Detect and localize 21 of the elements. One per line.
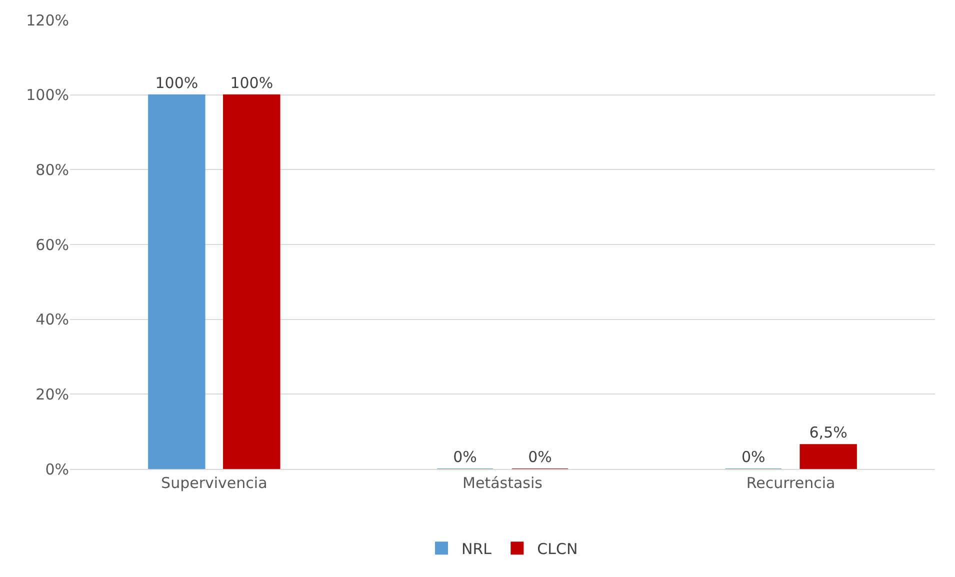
x-tick-label: Metástasis <box>462 474 543 492</box>
data-label: 0% <box>453 448 477 466</box>
bar <box>223 94 280 469</box>
data-label: 0% <box>528 448 552 466</box>
y-tick-label: 0% <box>45 460 69 478</box>
x-tick-label: Supervivencia <box>161 474 268 492</box>
data-label: 6,5% <box>809 424 848 442</box>
data-label: 0% <box>741 448 766 466</box>
y-tick-label: 120% <box>26 11 69 30</box>
legend-label: NRL <box>462 540 492 558</box>
y-tick-label: 60% <box>36 236 69 254</box>
bar <box>800 444 857 469</box>
legend-label: CLCN <box>537 540 578 558</box>
y-tick-label: 40% <box>36 310 69 329</box>
y-tick-label: 80% <box>36 160 69 179</box>
data-label: 100% <box>230 74 274 92</box>
y-tick-label: 20% <box>36 385 69 404</box>
x-tick-label: Recurrencia <box>746 474 836 492</box>
bar <box>148 94 206 469</box>
data-label: 100% <box>155 74 198 92</box>
y-tick-label: 100% <box>26 86 69 104</box>
